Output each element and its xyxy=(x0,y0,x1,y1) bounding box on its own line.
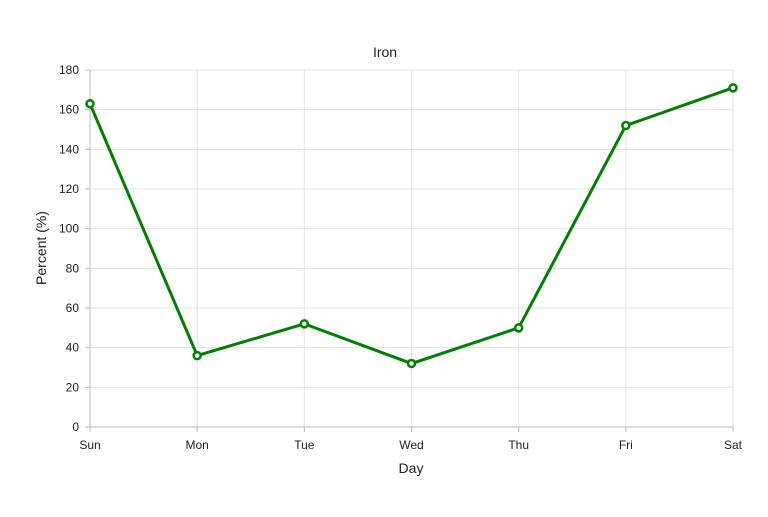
x-tick-label: Sat xyxy=(724,438,743,452)
y-tick-label: 180 xyxy=(59,63,79,77)
x-tick-label: Mon xyxy=(185,438,208,452)
x-tick-label: Fri xyxy=(619,438,633,452)
y-tick-label: 100 xyxy=(59,222,79,236)
y-tick-label: 60 xyxy=(66,301,80,315)
y-tick-label: 160 xyxy=(59,103,79,117)
data-point xyxy=(513,323,524,333)
data-point xyxy=(299,319,310,329)
grid-layer xyxy=(90,69,734,427)
axis-layer xyxy=(85,69,734,432)
x-tick-label: Wed xyxy=(399,438,423,452)
x-tick-label: Sun xyxy=(79,438,100,452)
data-point xyxy=(728,83,738,93)
x-axis-label: Day xyxy=(399,460,424,476)
y-tick-label: 0 xyxy=(72,420,79,434)
data-point xyxy=(192,350,202,361)
series-layer xyxy=(85,83,738,369)
y-tick-label: 140 xyxy=(59,142,79,156)
y-tick-label: 80 xyxy=(66,261,80,275)
y-tick-label: 40 xyxy=(66,341,80,355)
y-tick-label: 120 xyxy=(59,182,79,196)
tick-label-layer: 0 20 40 60 80 100 120 140 160 180 Sun Mon Tue Wed Thu F… xyxy=(59,63,743,452)
x-tick-label: Tue xyxy=(294,438,315,452)
y-tick-label: 20 xyxy=(66,380,80,394)
chart-title: Iron xyxy=(373,44,397,60)
data-point xyxy=(85,98,95,109)
data-point xyxy=(621,120,631,131)
x-tick-label: Thu xyxy=(508,438,529,452)
y-axis-label: Percent (%) xyxy=(33,211,49,285)
data-point xyxy=(406,358,417,369)
